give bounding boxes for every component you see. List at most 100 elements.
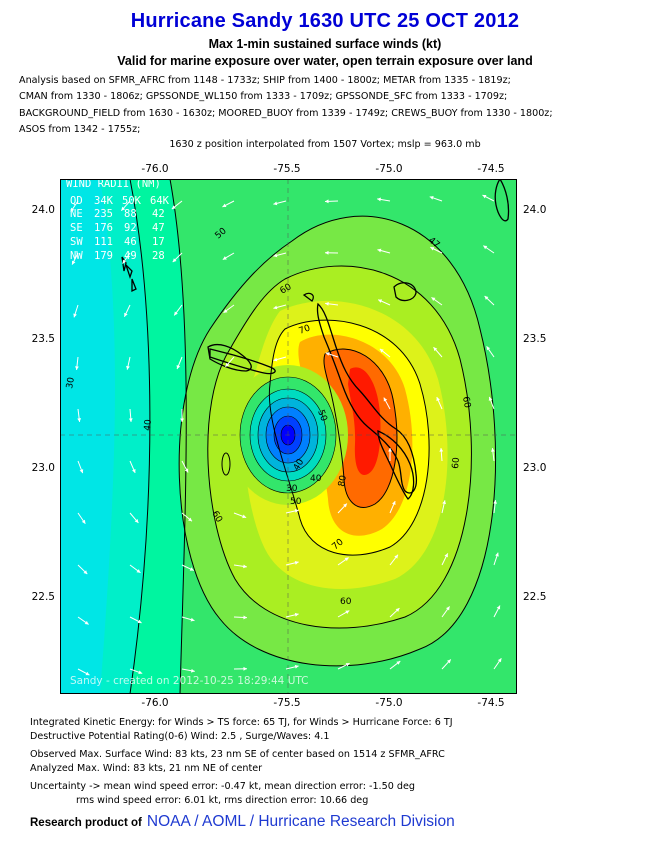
wind-arrow [129, 668, 143, 675]
wind-arrow [324, 199, 339, 204]
long-island-outline [316, 302, 418, 494]
lat-tick-right: 22.5 [523, 591, 547, 603]
wind-arrow [128, 408, 133, 422]
lon-tick-top: -75.0 [375, 163, 403, 175]
wind-radii-table: WIND RADII (NM) QD 34K 50K 64K NE 235 88… [66, 179, 170, 262]
analysis-line: ASOS from 1342 - 1755z; [19, 124, 141, 136]
analysis-line: Analysis based on SFMR_AFRC from 1148 - … [19, 75, 511, 86]
wind-arrow [483, 245, 495, 254]
lon-tick-bottom: -75.0 [375, 697, 403, 709]
uncertainty-line: Uncertainty -> mean wind speed error: -0… [30, 781, 415, 792]
credit-organization-link[interactable]: NOAA / AOML / Hurricane Research Divisio… [146, 813, 455, 830]
wind-field-map: 50 60 47 60 70 50 40 30 60 60 70 80 60 4… [60, 179, 517, 694]
wind-arrow [388, 447, 392, 462]
wind-arrow [337, 610, 350, 618]
contour-60 [207, 265, 472, 629]
wind-arrow [222, 252, 235, 261]
analyzed-max-line: Analyzed Max. Wind: 83 kts, 21 nm NE of … [30, 763, 263, 774]
wind-arrow [129, 616, 142, 624]
wind-arrow [181, 512, 193, 522]
wind-arrow [126, 356, 131, 370]
wind-radii-cell: 47 [152, 222, 165, 234]
lon-tick-top: -76.0 [141, 163, 169, 175]
contour-label: 40 [310, 474, 322, 484]
exuma-cay-1 [121, 256, 127, 272]
wind-arrow [493, 552, 499, 566]
wind-arrow [493, 500, 498, 514]
map-subtitle-units: Max 1-min sustained surface winds (kt) [208, 37, 442, 51]
dpr-line: Destructive Potential Rating(0-6) Wind: … [30, 731, 330, 742]
wind-arrow [285, 509, 299, 514]
contour-label: 30 [65, 376, 77, 389]
wind-arrow [181, 564, 194, 571]
position-note: 1630 z position interpolated from 1507 V… [169, 139, 481, 150]
wind-radii-title: WIND RADII (NM) [66, 179, 161, 190]
analysis-line: BACKGROUND_FIELD from 1630 - 1630z; MOOR… [19, 107, 553, 119]
conception-island [207, 343, 252, 372]
wind-radii-cell: NW [70, 250, 83, 262]
grid-lines [60, 179, 517, 694]
wind-arrow [377, 248, 391, 254]
wind-arrow [129, 512, 139, 524]
wind-arrow [324, 250, 339, 255]
plot-frame [60, 179, 517, 694]
contour-55 [178, 215, 497, 667]
wind-arrow [488, 396, 495, 410]
acklins-outline [377, 430, 415, 500]
exuma-cay-2 [125, 264, 133, 280]
wind-radii-cell: 28 [152, 250, 165, 262]
wind-arrow [233, 564, 247, 569]
wind-radii-row: NW 179 49 28 [70, 250, 165, 262]
wind-radii-cell: NE [70, 208, 83, 220]
wind-arrow [129, 564, 141, 574]
contour-label: 80 [337, 474, 349, 487]
wind-arrow [429, 196, 443, 202]
wind-arrow [285, 664, 299, 670]
wind-arrow [493, 658, 502, 670]
wind-radii-cell: 17 [152, 236, 165, 248]
wind-arrow [225, 356, 235, 368]
wind-arrow [122, 252, 131, 264]
wind-arrow [233, 615, 248, 620]
lon-tick-bottom: -75.5 [273, 697, 301, 709]
wind-radii-cell: QD [70, 195, 83, 207]
wind-radii-cell: 46 [124, 236, 137, 248]
wind-radii-cell: 49 [124, 250, 137, 262]
wind-arrow [73, 304, 79, 318]
lon-tick-top: -74.5 [477, 163, 505, 175]
wind-arrow [172, 252, 183, 263]
wind-arrow [77, 668, 90, 676]
credit-label: Research product of [30, 817, 142, 829]
contour-label: 70 [298, 323, 312, 336]
wind-arrow [77, 460, 84, 474]
wind-arrow [490, 448, 495, 462]
wind-arrow [123, 304, 131, 317]
lat-tick-right: 23.5 [523, 333, 547, 345]
wind-arrow [171, 200, 183, 210]
contour-small-loop [221, 452, 231, 476]
wind-arrow [181, 616, 195, 622]
contour-label: 50 [315, 409, 328, 423]
contour-label: 60 [460, 396, 472, 409]
wind-arrow [389, 554, 399, 566]
coastline [121, 179, 510, 500]
wind-arrow [77, 512, 86, 525]
wind-arrow [433, 346, 443, 358]
wind-arrow [389, 660, 401, 670]
lat-tick-left: 23.0 [31, 462, 55, 474]
wind-arrow [430, 246, 443, 254]
wind-arrow [389, 607, 400, 618]
wind-arrow [325, 301, 339, 306]
wind-arrow [383, 397, 391, 410]
wind-arrow [486, 346, 495, 358]
wind-radii-cell: SW [70, 236, 83, 248]
wind-arrow [441, 606, 450, 618]
wind-arrow [493, 605, 501, 618]
wind-radii-row: SW 111 46 17 [70, 236, 165, 248]
wind-radii-cell: 111 [94, 236, 113, 248]
lat-tick-left: 22.5 [31, 591, 55, 603]
wind-radii-row: NE 235 88 42 [70, 208, 165, 220]
wind-arrow [77, 408, 82, 422]
wind-radii-cell: 176 [94, 222, 113, 234]
lon-tick-bottom: -74.5 [477, 697, 505, 709]
